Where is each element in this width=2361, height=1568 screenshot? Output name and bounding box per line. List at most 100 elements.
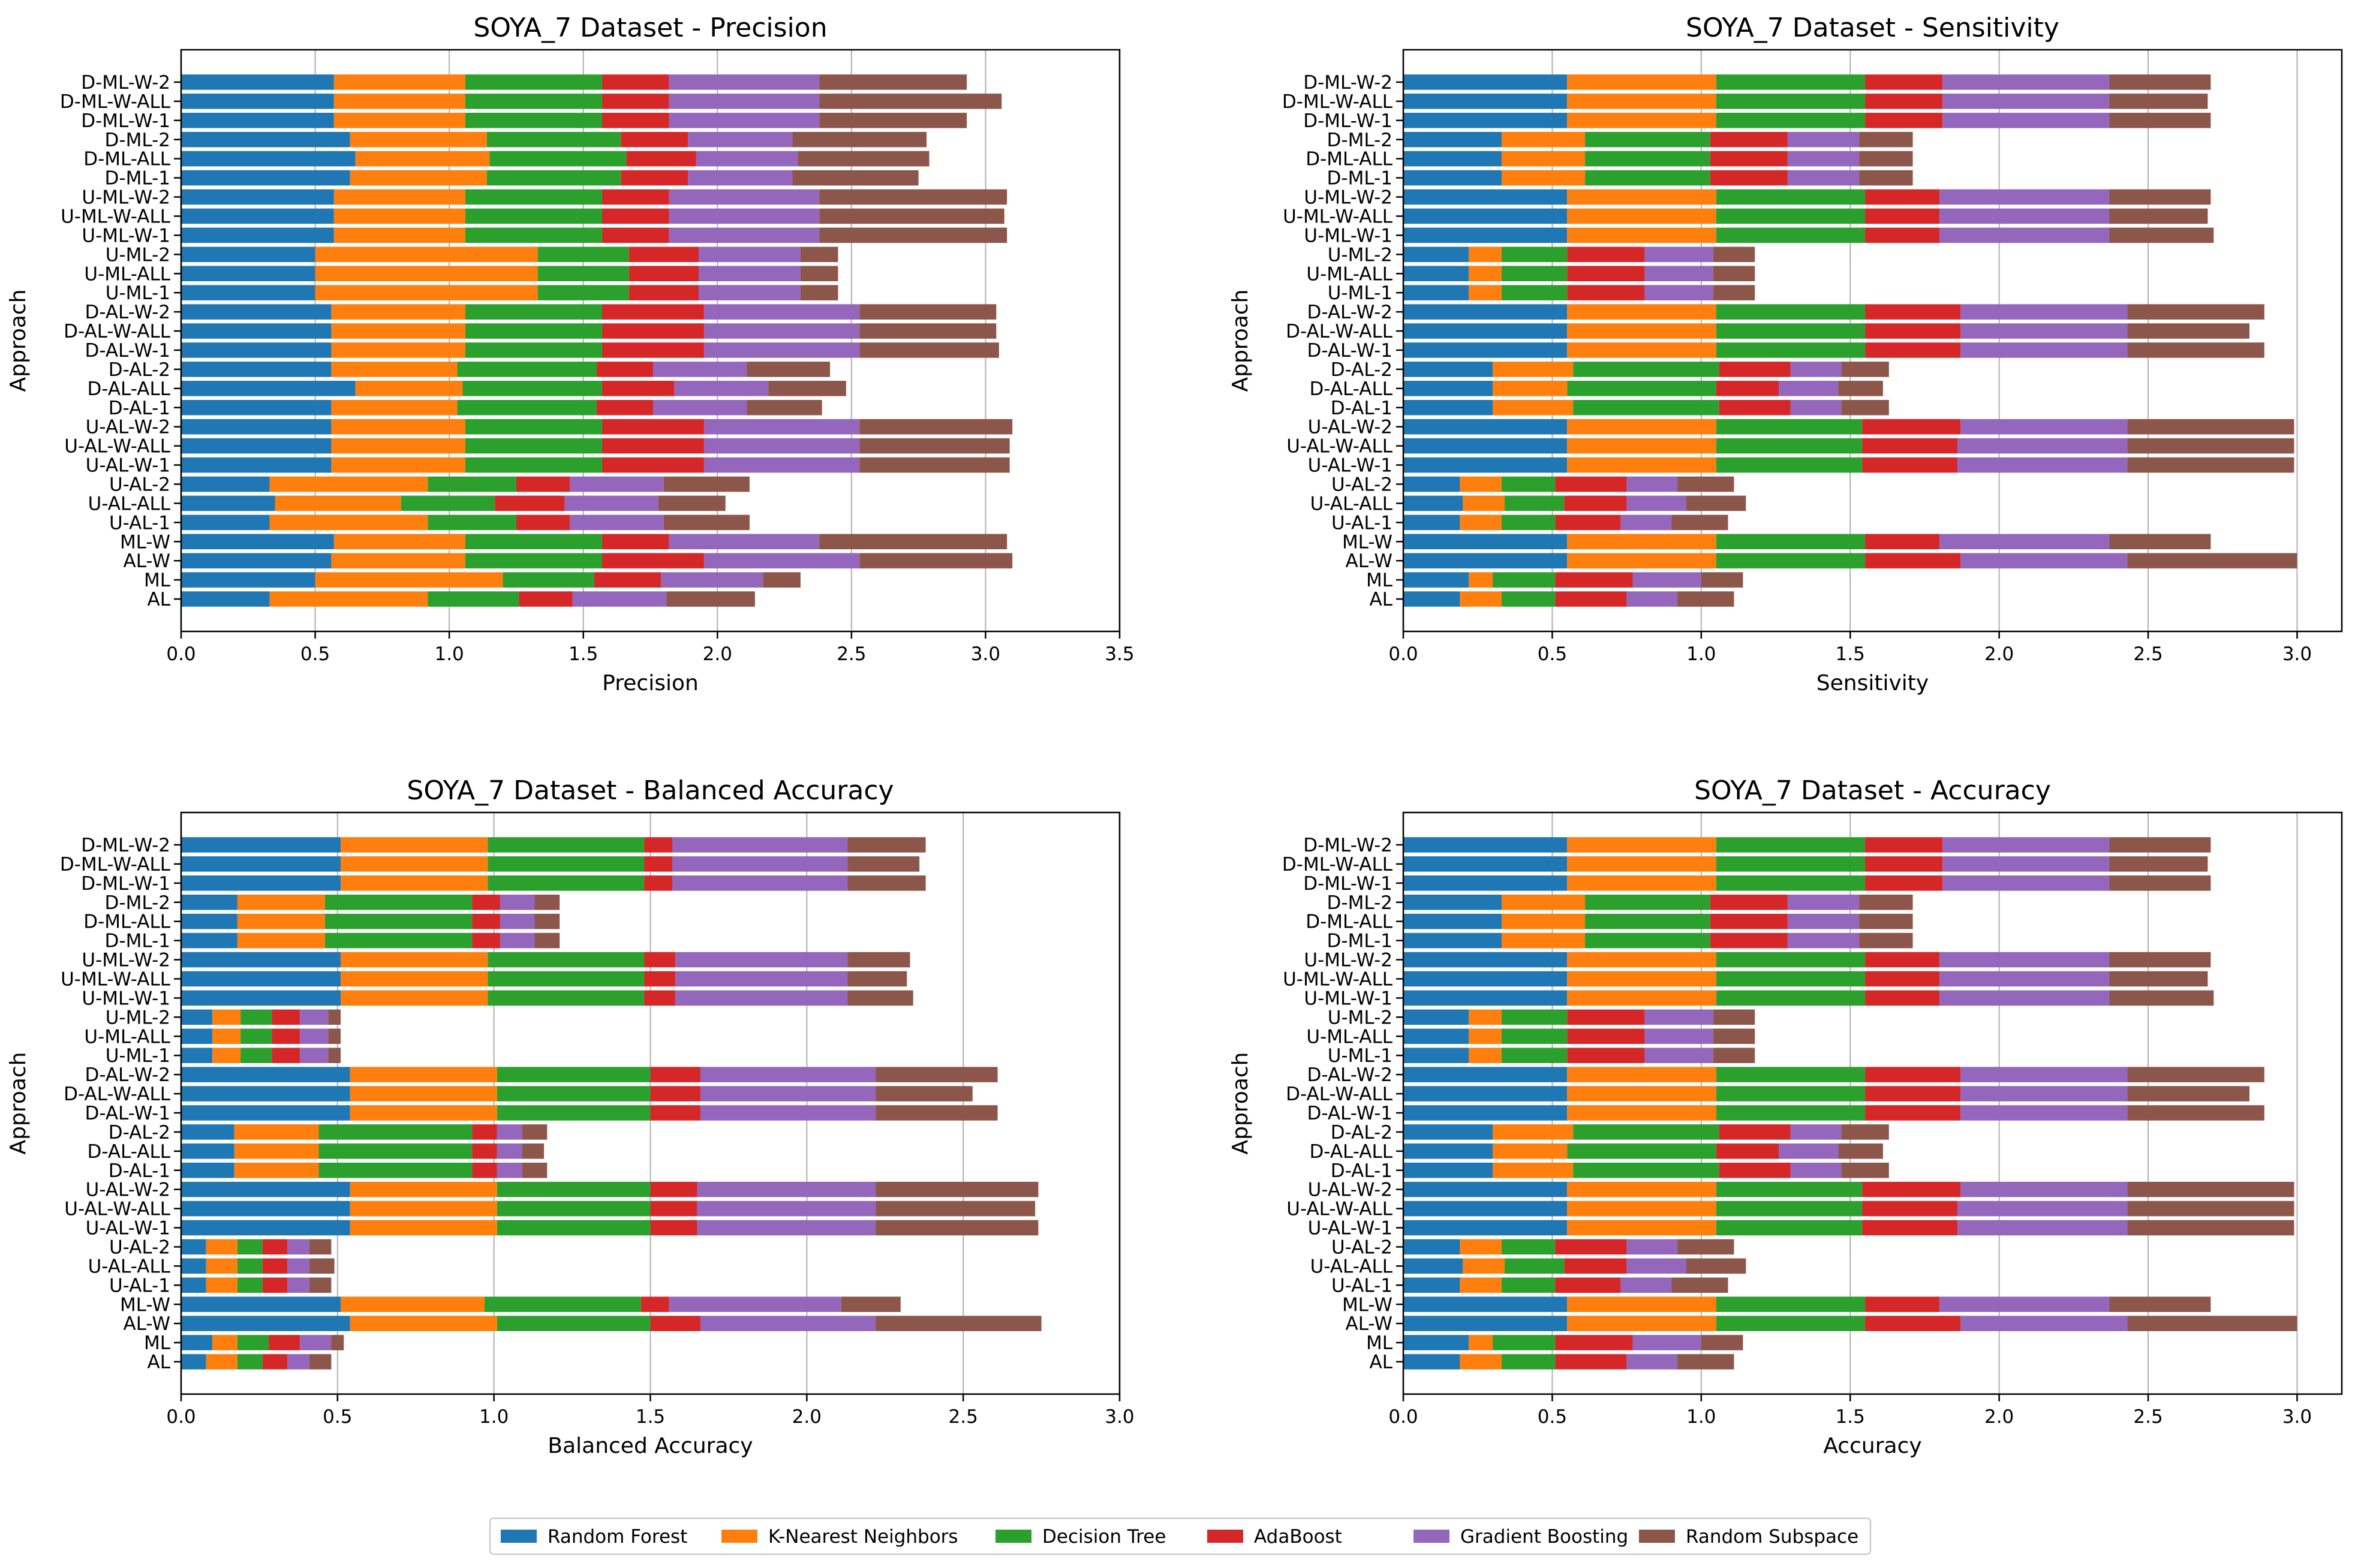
y-tick-label-u-al-w-all: U-AL-W-ALL	[64, 1199, 170, 1220]
bar-u-ml-1-gradient-boosting	[300, 1048, 329, 1063]
bar-u-al-w-all-random-subspace	[2127, 1200, 2294, 1217]
bar-d-al-w-1-k-nearest-neighbors	[1567, 342, 1716, 358]
bar-d-al-all-random-forest	[1403, 1143, 1493, 1159]
bar-u-ml-w-2-gradient-boosting	[669, 189, 820, 205]
bar-u-ml-w-2-adaboost	[1865, 952, 1940, 968]
bar-u-al-w-all-random-forest	[1403, 438, 1568, 454]
y-tick-label-d-ml-w-all: D-ML-W-ALL	[60, 854, 171, 875]
bar-u-al-1-k-nearest-neighbors	[206, 1277, 237, 1293]
bar-d-ml-2-gradient-boosting	[1787, 894, 1860, 910]
bar-d-ml-1-k-nearest-neighbors	[350, 170, 487, 186]
bar-d-ml-2-decision-tree	[1585, 894, 1710, 910]
bar-d-al-w-1-gradient-boosting	[1960, 1105, 2128, 1121]
bar-d-ml-2-adaboost	[1710, 131, 1788, 148]
bar-u-al-2-decision-tree	[237, 1239, 263, 1255]
bar-d-ml-all-random-subspace	[798, 151, 930, 167]
legend-label: Gradient Boosting	[1460, 1526, 1628, 1548]
y-tick-label-u-al-w-1: U-AL-W-1	[1308, 1218, 1392, 1239]
bar-ml-random-forest	[1403, 572, 1469, 588]
bar-u-al-w-all-adaboost	[1862, 438, 1958, 454]
bar-u-ml-all-k-nearest-neighbors	[315, 266, 538, 282]
bar-ml-gradient-boosting	[1632, 572, 1701, 588]
bar-u-ml-w-2-k-nearest-neighbors	[333, 189, 465, 205]
bar-d-al-2-k-nearest-neighbors	[234, 1124, 319, 1140]
bar-d-ml-w-1-random-subspace	[2109, 113, 2211, 128]
x-tick-label: 3.5	[1105, 643, 1134, 665]
bar-al-random-forest	[1403, 1354, 1460, 1370]
y-tick-label-u-ml-w-2: U-ML-W-2	[82, 950, 170, 971]
bar-ml-gradient-boosting	[300, 1335, 332, 1350]
bar-u-al-1-random-subspace	[663, 514, 750, 531]
y-tick-label-d-ml-w-all: D-ML-W-ALL	[1282, 91, 1393, 113]
bar-u-al-w-1-random-forest	[1403, 457, 1568, 473]
bar-d-ml-all-k-nearest-neighbors	[355, 151, 490, 167]
bar-u-ml-2-adaboost	[1567, 1009, 1645, 1025]
bar-d-ml-w-2-k-nearest-neighbors	[1567, 74, 1716, 90]
bar-u-ml-all-k-nearest-neighbors	[212, 1028, 241, 1045]
bar-d-ml-all-gradient-boosting	[696, 151, 798, 167]
bar-d-al-2-gradient-boosting	[1790, 1124, 1842, 1140]
bar-u-ml-w-1-random-subspace	[819, 227, 1007, 243]
bar-ml-w-random-subspace	[2109, 1296, 2211, 1313]
bar-u-al-1-k-nearest-neighbors	[269, 514, 428, 531]
bar-u-ml-w-1-k-nearest-neighbors	[1567, 990, 1716, 1006]
bar-al-decision-tree	[428, 591, 519, 607]
y-tick-label-d-ml-1: D-ML-1	[105, 931, 170, 952]
bar-u-ml-w-2-random-subspace	[819, 189, 1007, 205]
bar-d-al-w-1-decision-tree	[1716, 1105, 1866, 1121]
y-tick-label-al: AL	[148, 1352, 171, 1373]
bar-d-ml-w-2-random-forest	[1403, 837, 1568, 853]
bar-d-ml-w-all-gradient-boosting	[1942, 94, 2110, 109]
x-tick-label: 3.0	[971, 643, 1000, 665]
bar-u-al-1-random-forest	[181, 1277, 206, 1293]
y-tick-label-d-al-2: D-AL-2	[1331, 359, 1392, 381]
bar-u-al-w-1-random-subspace	[2127, 457, 2294, 473]
bar-al-w-k-nearest-neighbors	[350, 1316, 497, 1331]
bar-u-al-2-decision-tree	[428, 476, 516, 492]
bar-ml-random-forest	[181, 572, 315, 588]
bar-u-al-all-random-subspace	[1686, 495, 1746, 511]
y-tick-label-u-ml-all: U-ML-ALL	[1306, 1026, 1392, 1048]
bar-u-ml-1-decision-tree	[240, 1048, 272, 1063]
bar-u-al-w-all-gradient-boosting	[703, 438, 860, 454]
bar-d-ml-1-gradient-boosting	[500, 932, 535, 949]
bar-u-ml-2-random-forest	[181, 246, 315, 263]
bar-d-al-2-decision-tree	[318, 1124, 473, 1140]
bar-u-ml-1-k-nearest-neighbors	[1469, 285, 1502, 300]
bar-ml-k-nearest-neighbors	[315, 572, 503, 588]
bar-u-ml-1-gradient-boosting	[698, 285, 801, 300]
bar-d-al-w-2-k-nearest-neighbors	[331, 304, 465, 320]
bar-d-ml-1-decision-tree	[486, 170, 621, 186]
bar-u-ml-w-2-gradient-boosting	[675, 952, 848, 968]
legend-swatch	[995, 1530, 1031, 1543]
bar-u-al-w-1-adaboost	[1862, 457, 1958, 473]
bar-d-al-2-gradient-boosting	[497, 1124, 522, 1140]
x-axis-label: Accuracy	[1823, 1434, 1921, 1458]
bar-d-ml-w-2-k-nearest-neighbors	[333, 74, 465, 90]
bar-ml-k-nearest-neighbors	[212, 1335, 237, 1350]
x-tick-label: 1.0	[1686, 643, 1716, 665]
bar-d-al-w-2-random-forest	[181, 304, 332, 320]
bar-u-al-w-1-decision-tree	[465, 457, 603, 473]
legend-swatch	[1639, 1530, 1675, 1543]
bar-u-al-all-decision-tree	[1504, 495, 1565, 511]
bar-d-al-w-2-gradient-boosting	[703, 304, 860, 320]
y-tick-label-al: AL	[1370, 1352, 1393, 1373]
bar-u-al-2-k-nearest-neighbors	[1460, 1239, 1502, 1255]
bar-u-al-all-random-forest	[1403, 495, 1463, 511]
y-tick-label-d-ml-1: D-ML-1	[1327, 168, 1392, 189]
bar-u-ml-w-2-decision-tree	[465, 189, 603, 205]
bar-ml-w-random-forest	[1403, 1296, 1568, 1313]
y-tick-label-ml-w: ML-W	[1342, 531, 1392, 553]
bar-u-ml-2-decision-tree	[537, 246, 629, 263]
bar-u-ml-1-adaboost	[272, 1048, 300, 1063]
bar-u-al-w-2-decision-tree	[465, 419, 603, 435]
bar-d-al-w-2-random-forest	[1403, 1067, 1568, 1082]
bar-al-w-random-subspace	[859, 553, 1013, 568]
bar-u-ml-all-decision-tree	[1501, 1028, 1568, 1045]
bar-ml-random-forest	[181, 1335, 213, 1350]
y-tick-label-d-al-all: D-AL-ALL	[1309, 378, 1392, 400]
x-tick-label: 3.0	[1105, 1406, 1134, 1428]
bar-u-ml-all-random-forest	[181, 266, 315, 282]
bar-u-al-w-2-k-nearest-neighbors	[1567, 419, 1716, 435]
